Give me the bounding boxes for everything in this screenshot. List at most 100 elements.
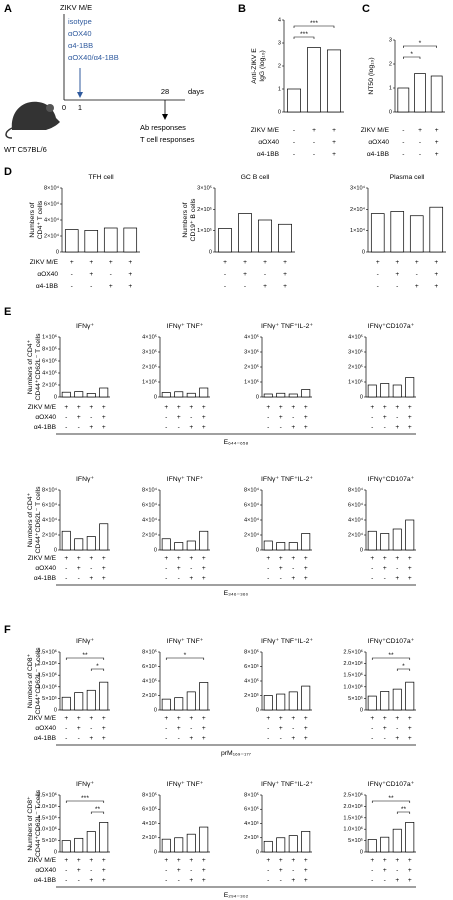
condition-sign: + [266,555,270,562]
condition-sign: + [279,715,283,722]
condition-sign: - [178,575,180,582]
condition-sign: - [71,283,73,290]
bar [161,838,171,853]
y-tick-label: 0 [54,707,57,713]
bar [74,538,84,551]
condition-sign: - [267,414,269,421]
condition-sign: + [189,555,193,562]
bar [405,822,415,853]
condition-sign: - [280,735,282,742]
condition-sign: + [408,857,412,864]
panel-label: D [4,166,12,178]
condition-sign: + [332,127,336,134]
condition-label: αOX40 [35,565,56,572]
condition-sign: + [383,857,387,864]
y-tick-label: 8×10⁴ [44,184,60,191]
condition-sign: - [292,565,294,572]
condition-sign: + [202,725,206,732]
condition-sign: - [90,283,92,290]
condition-sign: - [65,867,67,874]
condition-sign: + [102,725,106,732]
bar [405,681,415,711]
condition-sign: - [419,151,421,158]
chart-title: IFNγ⁺ TNF⁺ [167,323,204,330]
condition-sign: + [304,424,308,431]
y-tick-label: 1×10⁵ [142,378,157,385]
y-tick-label: 2×10⁵ [244,692,259,699]
condition-sign: - [78,424,80,431]
y-tick-label: 2×10⁴ [348,531,364,538]
condition-sign: + [383,725,387,732]
condition-sign: - [190,725,192,732]
condition-sign: - [90,725,92,732]
condition-sign: + [189,735,193,742]
y-tick-label: 1.0×10⁶ [343,826,363,833]
condition-label: α4-1BB [36,283,59,290]
bar [99,387,109,398]
y-tick-label: 2.0×10⁶ [343,660,363,667]
condition-sign: - [402,151,404,158]
chart-title: IFNγ⁺ TNF⁺ [167,638,204,645]
condition-sign: + [243,271,247,278]
condition-sign: + [408,414,412,421]
y-tick-label: 4×10⁴ [42,516,58,523]
bar [86,831,96,853]
y-tick-label: 2×10⁴ [42,531,58,538]
y-tick-label: 5×10⁵ [348,837,363,844]
condition-sign: + [177,857,181,864]
condition-sign: - [377,271,379,278]
condition-sign: + [383,715,387,722]
condition-sign: + [395,857,399,864]
bar [174,697,184,711]
condition-sign: + [395,271,399,278]
y-tick-label: 8×10⁴ [244,486,260,493]
y-tick-label: 0 [54,547,57,553]
condition-sign: - [165,877,167,884]
condition-sign: + [77,725,81,732]
bar [429,206,444,253]
significance-label: * [410,51,413,58]
condition-sign: + [304,735,308,742]
treatment: αOX40/α4-1BB [68,53,119,62]
y-tick-label: 2.5×10⁶ [37,648,57,655]
condition-sign: - [65,725,67,732]
y-tick-label: 2×10⁵ [197,206,212,213]
condition-label: αOX40 [35,867,56,874]
condition-sign: - [419,139,421,146]
y-tick-label: 2.0×10⁶ [37,660,57,667]
bar [74,391,84,398]
condition-sign: + [395,715,399,722]
significance-bracket [90,811,105,814]
y-tick-label: 4×10⁵ [142,677,157,684]
y-tick-label: 2×10⁵ [244,834,259,841]
bar [409,215,424,253]
bar [99,523,109,551]
bar [218,228,232,253]
chart-title: IFNγ⁺ [76,476,94,483]
condition-sign: + [434,259,438,266]
bar [174,391,184,398]
y-tick-label: 0 [360,707,363,713]
bar [161,698,171,711]
condition-sign: + [408,565,412,572]
chart-title: IFNγ⁺ TNF⁺IL-2⁺ [261,638,313,645]
condition-sign: + [434,283,438,290]
condition-sign: + [177,715,181,722]
condition-sign: + [77,555,81,562]
condition-sign: + [64,404,68,411]
bar [367,384,377,398]
mouse-ear [46,104,54,112]
condition-sign: + [89,555,93,562]
y-tick-label: 5×10⁵ [42,695,57,702]
y-tick-label: 6×10⁵ [244,663,259,670]
bar [276,542,286,551]
timepoint: 28 [161,87,169,96]
condition-sign: + [177,555,181,562]
condition-sign: + [304,575,308,582]
condition-sign: - [65,424,67,431]
arrowhead [77,92,83,98]
condition-sign: - [178,877,180,884]
condition-sign: + [395,404,399,411]
condition-sign: + [89,404,93,411]
